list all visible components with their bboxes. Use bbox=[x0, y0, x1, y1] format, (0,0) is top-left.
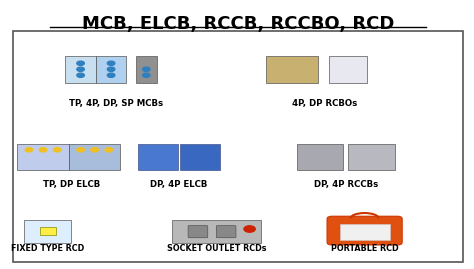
Text: DP, 4P RCCBs: DP, 4P RCCBs bbox=[314, 180, 378, 189]
FancyBboxPatch shape bbox=[17, 144, 69, 170]
Circle shape bbox=[143, 73, 150, 77]
Text: 4P, DP RCBOs: 4P, DP RCBOs bbox=[292, 99, 357, 108]
FancyBboxPatch shape bbox=[96, 56, 127, 83]
FancyBboxPatch shape bbox=[65, 56, 96, 83]
FancyBboxPatch shape bbox=[327, 216, 402, 245]
Circle shape bbox=[244, 226, 255, 232]
Circle shape bbox=[91, 148, 99, 152]
Circle shape bbox=[77, 73, 84, 77]
FancyBboxPatch shape bbox=[216, 225, 236, 238]
FancyBboxPatch shape bbox=[136, 56, 157, 83]
FancyBboxPatch shape bbox=[180, 144, 220, 170]
FancyBboxPatch shape bbox=[24, 220, 71, 243]
Text: MCB, ELCB, RCCB, RCCBO, RCD: MCB, ELCB, RCCB, RCCBO, RCD bbox=[82, 15, 394, 33]
Circle shape bbox=[143, 67, 150, 71]
FancyBboxPatch shape bbox=[40, 227, 56, 235]
FancyBboxPatch shape bbox=[340, 224, 390, 240]
Circle shape bbox=[105, 148, 112, 152]
Circle shape bbox=[77, 61, 84, 65]
FancyBboxPatch shape bbox=[69, 144, 120, 170]
Circle shape bbox=[25, 148, 33, 152]
FancyBboxPatch shape bbox=[138, 144, 178, 170]
FancyBboxPatch shape bbox=[266, 56, 318, 83]
Circle shape bbox=[77, 67, 84, 71]
Circle shape bbox=[54, 148, 61, 152]
Circle shape bbox=[107, 73, 115, 77]
Circle shape bbox=[107, 61, 115, 65]
FancyBboxPatch shape bbox=[348, 144, 395, 170]
Text: TP, DP ELCB: TP, DP ELCB bbox=[43, 180, 100, 189]
Circle shape bbox=[39, 148, 47, 152]
Circle shape bbox=[107, 67, 115, 71]
FancyBboxPatch shape bbox=[297, 144, 344, 170]
Circle shape bbox=[77, 148, 84, 152]
FancyBboxPatch shape bbox=[329, 56, 367, 83]
FancyBboxPatch shape bbox=[172, 220, 261, 243]
Text: TP, 4P, DP, SP MCBs: TP, 4P, DP, SP MCBs bbox=[69, 99, 163, 108]
Text: SOCKET OUTLET RCDs: SOCKET OUTLET RCDs bbox=[167, 244, 266, 253]
Text: FIXED TYPE RCD: FIXED TYPE RCD bbox=[11, 244, 84, 253]
Text: DP, 4P ELCB: DP, 4P ELCB bbox=[150, 180, 208, 189]
FancyBboxPatch shape bbox=[188, 225, 208, 238]
Text: PORTABLE RCD: PORTABLE RCD bbox=[331, 244, 399, 253]
